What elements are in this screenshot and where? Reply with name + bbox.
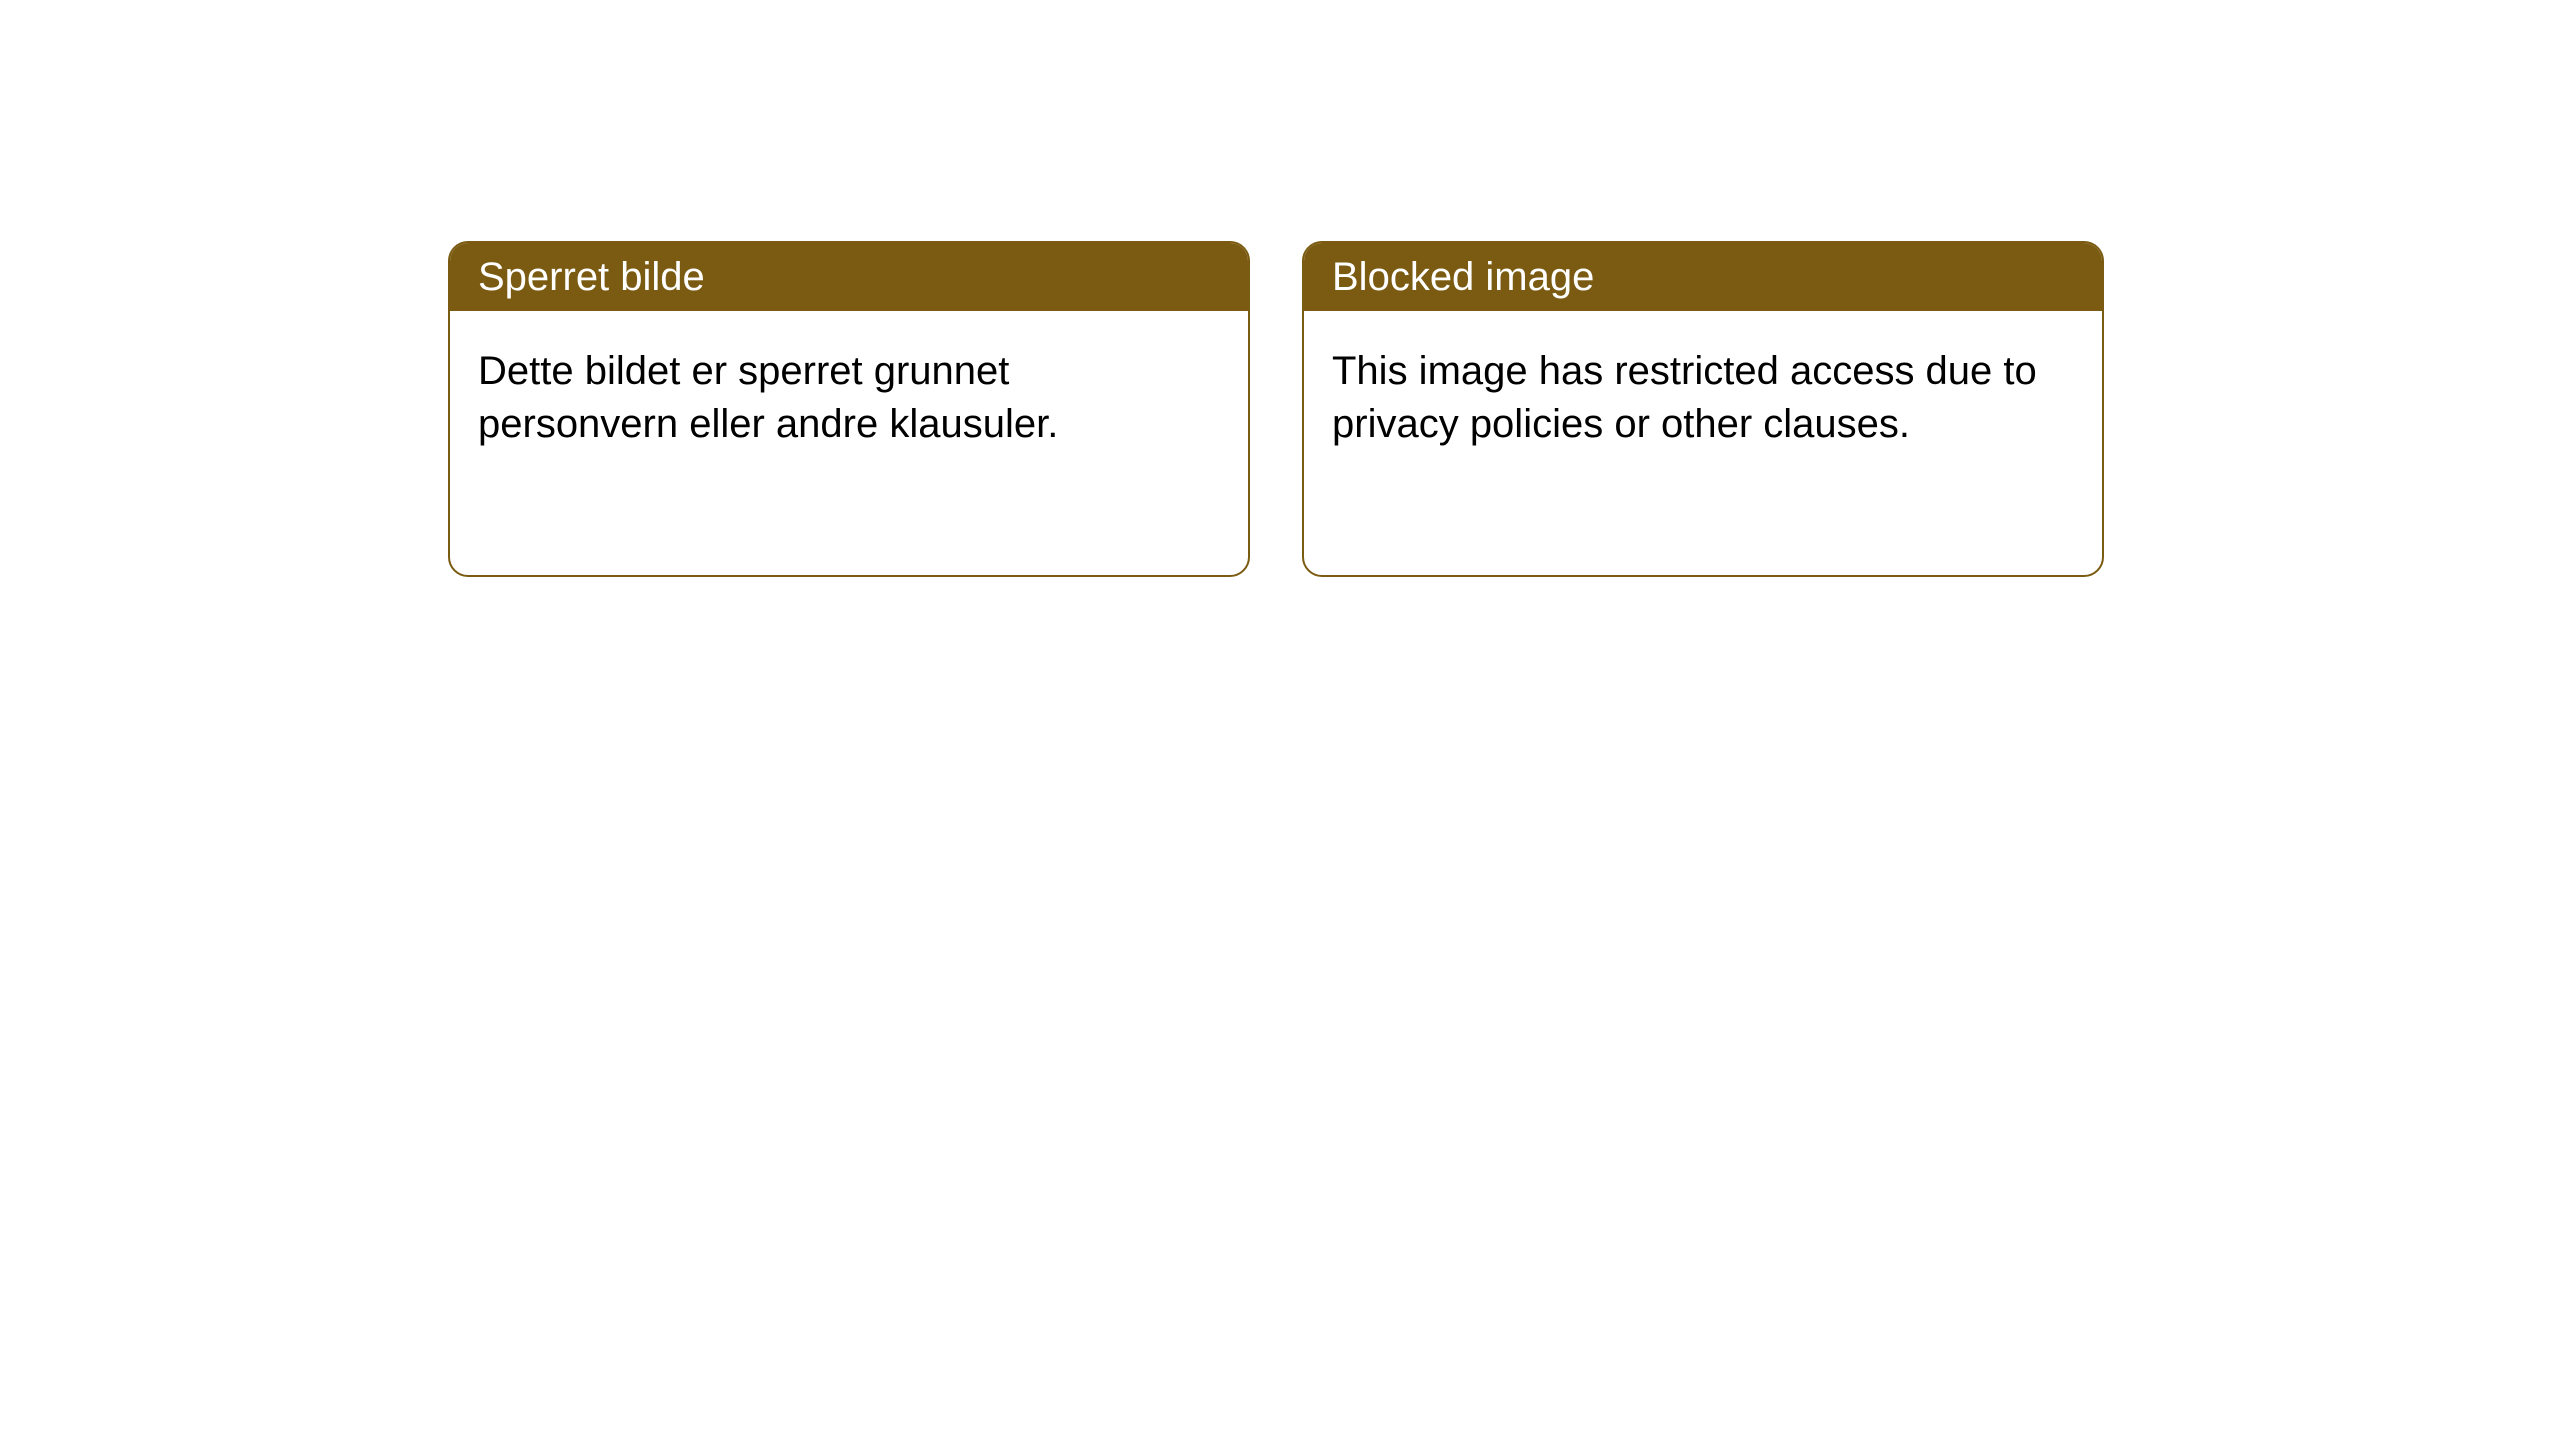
notice-card-body: This image has restricted access due to … xyxy=(1304,311,2102,485)
notice-card-title: Sperret bilde xyxy=(450,243,1248,311)
notice-container: Sperret bilde Dette bildet er sperret gr… xyxy=(448,241,2104,577)
notice-card-english: Blocked image This image has restricted … xyxy=(1302,241,2104,577)
notice-card-body: Dette bildet er sperret grunnet personve… xyxy=(450,311,1248,485)
notice-card-norwegian: Sperret bilde Dette bildet er sperret gr… xyxy=(448,241,1250,577)
notice-card-title: Blocked image xyxy=(1304,243,2102,311)
